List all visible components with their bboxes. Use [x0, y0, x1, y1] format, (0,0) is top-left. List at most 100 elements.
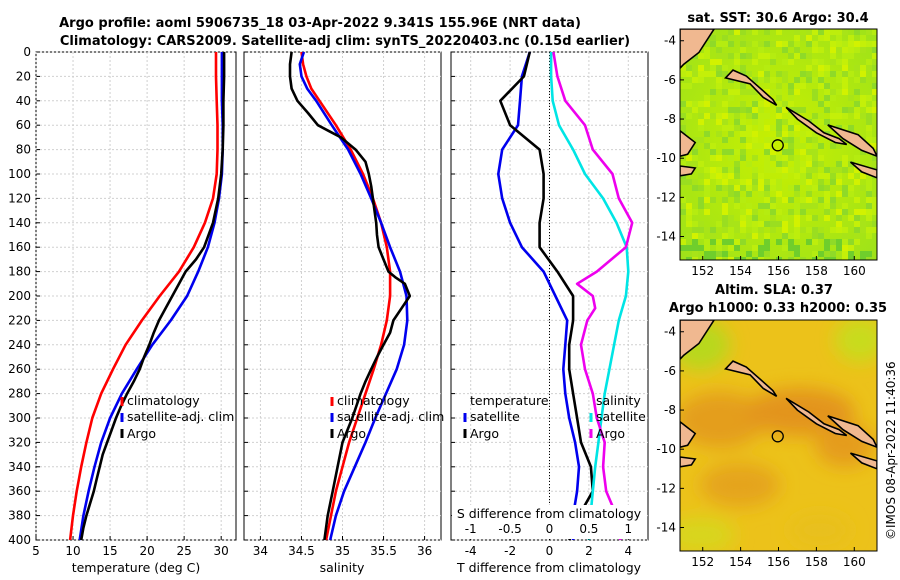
sst-cell [728, 215, 734, 221]
sst-cell [866, 203, 872, 209]
sst-cell [842, 53, 848, 59]
sst-cell [812, 215, 818, 221]
sst-cell [806, 155, 812, 161]
legend-climatology-2: climatology [337, 393, 410, 408]
sst-cell [830, 173, 836, 179]
sst-cell [758, 173, 764, 179]
sst-cell [698, 173, 704, 179]
legend-s-argo: Argo [596, 426, 625, 441]
legend-argo: Argo [127, 426, 156, 441]
sst-cell [734, 185, 740, 191]
sst-profile-marker [771, 139, 784, 152]
sst-cell [728, 191, 734, 197]
sst-cell [806, 29, 812, 35]
sst-map-title: sat. SST: 30.6 Argo: 30.4 [687, 11, 868, 26]
sst-cell [752, 29, 758, 35]
sst-cell [848, 191, 854, 197]
sst-cell [740, 221, 746, 227]
sst-cell [872, 221, 877, 227]
sst-cell [794, 53, 800, 59]
sst-cell [722, 125, 728, 131]
sst-cell [722, 251, 728, 257]
sst-cell [764, 161, 770, 167]
sst-cell [848, 35, 854, 41]
land-outline [680, 165, 697, 177]
sst-cell [782, 119, 788, 125]
sst-cell [794, 173, 800, 179]
depth-tick-140: 140 [8, 216, 31, 230]
sst-cell [752, 221, 758, 227]
sst-cell [722, 215, 728, 221]
sst-cell [758, 53, 764, 59]
sst-cell [728, 89, 734, 95]
land-outline [723, 69, 778, 106]
sst-cell [866, 125, 872, 131]
sst-cell [692, 149, 698, 155]
legend-argo-2: Argo [337, 426, 366, 441]
sst-cell [758, 227, 764, 233]
sst-cell [866, 179, 872, 185]
sst-cell [788, 251, 794, 257]
land-outline [680, 29, 716, 70]
sst-cell [758, 203, 764, 209]
sst-cell [848, 173, 854, 179]
sst-cell [860, 101, 866, 107]
sst-map-ticks: 152 154 156 158 160 -4 -6 -8 -10 -12 -14 [656, 34, 865, 278]
sst-cell [848, 95, 854, 101]
sst-cell [800, 179, 806, 185]
sst-cell [764, 185, 770, 191]
sst-cell [764, 89, 770, 95]
map-xtick-158: 158 [805, 555, 828, 569]
sst-cell [848, 161, 854, 167]
s-difference-ticks: -1 -0.5 0 0.5 1 [465, 522, 632, 536]
sst-cell [746, 53, 752, 59]
map-xtick-152: 152 [691, 264, 714, 278]
sst-cell [722, 65, 728, 71]
sst-cell [758, 257, 764, 260]
sst-cell [806, 239, 812, 245]
depth-tick-20: 20 [16, 69, 31, 83]
sst-cell [836, 71, 842, 77]
sst-cell [746, 233, 752, 239]
sst-cell [860, 95, 866, 101]
sst-cell [728, 131, 734, 137]
sst-cell [758, 245, 764, 251]
sst-cell [794, 161, 800, 167]
sst-cell [854, 77, 860, 83]
difference-lines [496, 51, 634, 541]
sst-cell [806, 71, 812, 77]
depth-tick-180: 180 [8, 265, 31, 279]
sst-cell [764, 197, 770, 203]
sst-cell [692, 257, 698, 260]
sst-cell [680, 197, 686, 203]
difference-line-t-argo [498, 51, 595, 541]
sst-cell [746, 191, 752, 197]
sst-cell [764, 221, 770, 227]
sst-cell [758, 221, 764, 227]
sst-cell [698, 71, 704, 77]
sst-cell [866, 65, 872, 71]
sst-cell [740, 101, 746, 107]
sst-cell [836, 227, 842, 233]
temperature-xtick-10: 10 [65, 544, 80, 558]
difference-line-t-satellite [496, 51, 581, 540]
sst-cell [722, 167, 728, 173]
sst-cell [794, 185, 800, 191]
sst-cell [824, 95, 830, 101]
sst-cell [800, 71, 806, 77]
sst-cell [740, 107, 746, 113]
sst-cell [704, 191, 710, 197]
land-outline [827, 415, 877, 449]
sst-cell [812, 203, 818, 209]
sst-cell [866, 29, 872, 35]
sst-cell [782, 221, 788, 227]
sst-cell [812, 251, 818, 257]
temperature-xtick-15: 15 [102, 544, 117, 558]
sst-cell [848, 107, 854, 113]
sst-cell [770, 203, 776, 209]
sst-cell [812, 167, 818, 173]
sst-cell [788, 101, 794, 107]
sst-cell [776, 167, 782, 173]
legend-satellite-adj: satellite-adj. clim [127, 409, 234, 424]
sst-cell [680, 119, 686, 125]
